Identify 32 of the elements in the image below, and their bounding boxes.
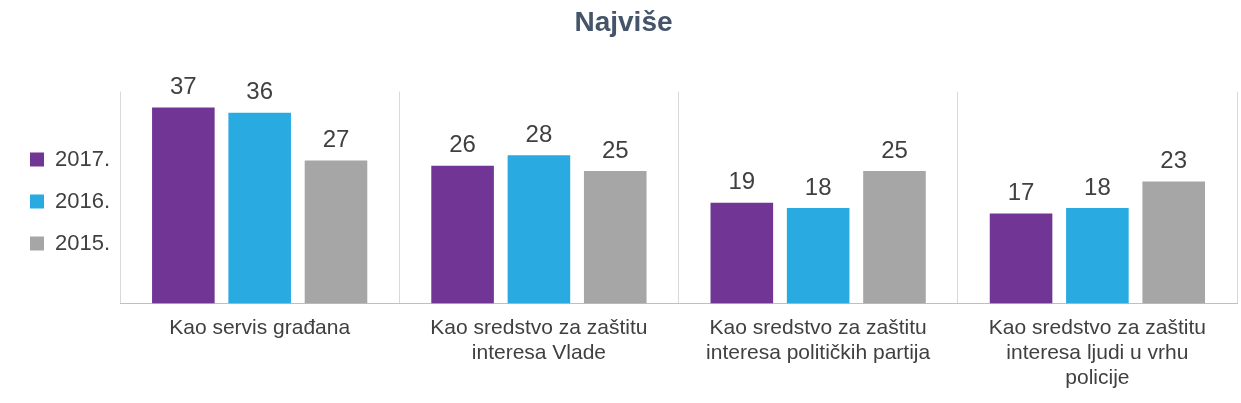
x-tick-label: Kao sredstvo za zaštitu interesa ljudi u vrhu policije — [988, 314, 1206, 389]
data-label: 23 — [1160, 146, 1188, 174]
bar — [583, 171, 647, 304]
bar — [1066, 208, 1129, 304]
bar — [507, 155, 571, 304]
bar — [989, 213, 1053, 304]
legend-label: 2015. — [55, 229, 111, 255]
data-label: 18 — [1084, 172, 1111, 200]
data-label: 26 — [449, 130, 476, 158]
bar — [152, 107, 215, 304]
data-label: 25 — [881, 135, 908, 163]
bar — [863, 171, 926, 304]
bar — [786, 208, 850, 304]
bar — [1142, 181, 1205, 304]
data-label: 36 — [246, 77, 274, 105]
chart-title: Najviše — [574, 5, 673, 37]
bar — [228, 112, 291, 304]
bar — [710, 202, 774, 304]
legend-label: 2017. — [55, 145, 111, 171]
data-label: 27 — [322, 125, 350, 153]
data-label: 28 — [525, 119, 553, 147]
x-tick-label: Kao sredstvo za zaštitu interesa Vlade — [430, 314, 648, 363]
x-tick-label: Kao sredstvo za zaštitu interesa političkih partija — [706, 314, 931, 363]
data-label: 17 — [1007, 178, 1035, 206]
bar — [304, 160, 368, 304]
legend-label: 2016. — [55, 187, 111, 213]
x-tick-label: Kao servis građana — [169, 314, 351, 338]
data-label: 18 — [804, 172, 832, 200]
bar — [431, 165, 494, 304]
data-label: 19 — [728, 167, 756, 195]
data-label: 25 — [601, 135, 629, 163]
data-label: 37 — [170, 72, 197, 100]
